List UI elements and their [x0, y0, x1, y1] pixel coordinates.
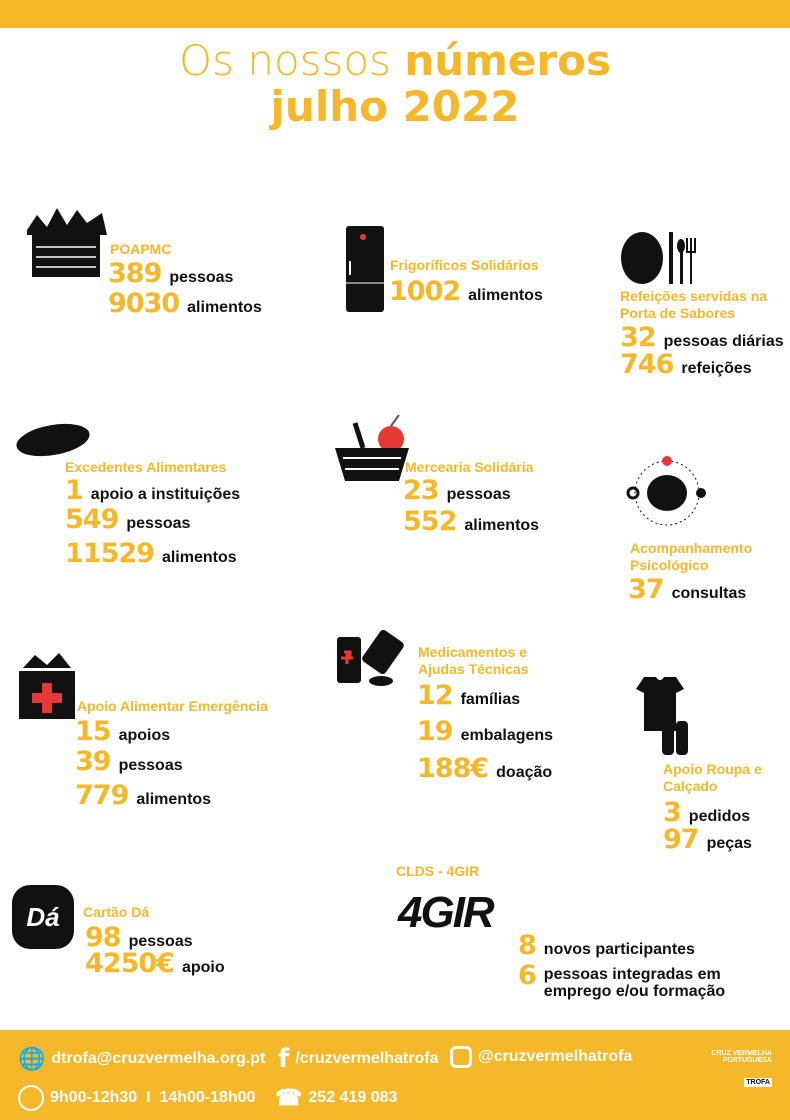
email-link[interactable]: dtrofa@cruzvermelha.org.pt: [51, 1050, 266, 1067]
stat: 19 embalagens: [417, 716, 554, 747]
plate-cutlery-icon: [621, 232, 696, 284]
stat: 746 refeições: [620, 349, 752, 380]
block-title: Excedentes Alimentares: [65, 459, 227, 475]
block-title: Mercearia Solidária: [405, 459, 534, 475]
stat: 4250€ apoio: [85, 948, 225, 979]
stat: 1 apoio a instituições: [65, 475, 241, 506]
globe-icon: 🌐: [18, 1046, 46, 1071]
clock-icon: [18, 1085, 44, 1111]
block-title: Acompanhamento Psicológico: [630, 540, 753, 573]
stat: 188€ doação: [417, 753, 553, 784]
cruz-vermelha-logo: CRUZ VERMELHA PORTUGUESA TROFA: [711, 1050, 772, 1087]
page-subtitle: julho 2022: [270, 82, 520, 131]
basket-apple-icon: [335, 414, 409, 481]
block-title: Frigoríficos Solidários: [390, 257, 539, 273]
block-title: Apoio Roupa e Calçado: [663, 761, 762, 794]
stat: 779 alimentos: [75, 780, 212, 811]
phone-number[interactable]: 252 419 083: [308, 1089, 398, 1106]
phone-icon: ☎: [275, 1085, 303, 1110]
agir-logo: 4GIR: [398, 888, 495, 937]
footer: 🌐 dtrofa@cruzvermelha.org.pt f/cruzvermel…: [0, 1030, 790, 1120]
stat: 8 novos participantes: [518, 930, 695, 961]
block-title: Refeições servidas na Porta de Sabores: [620, 288, 768, 321]
medicine-icon: [337, 629, 404, 686]
block-title: Apoio Alimentar Emergência: [77, 698, 268, 714]
gift-card-icon: Dá: [12, 885, 74, 949]
clothes-icon: [636, 677, 688, 755]
stat: 23 pessoas: [403, 475, 511, 506]
stat: 549 pessoas: [65, 504, 191, 535]
stat: 6 pessoas integradas em emprego e/ou form…: [518, 960, 726, 1000]
fridge-icon: [346, 226, 384, 312]
stat: 12 famílias: [417, 680, 521, 711]
brain-icon: [626, 456, 706, 526]
stat: 389 pessoas: [108, 258, 234, 289]
stat: 15 apoios: [75, 716, 171, 747]
stat: 37 consultas: [628, 574, 747, 605]
emergency-bag-icon: [19, 653, 75, 719]
facebook-icon: f: [278, 1044, 290, 1074]
block-title: Cartão Dá: [83, 904, 150, 920]
stat: 39 pessoas: [75, 746, 183, 777]
opening-hours: 9h00-12h30 I 14h00-18h00: [50, 1089, 256, 1106]
stat: 552 alimentos: [403, 506, 540, 537]
stat: 9030 alimentos: [108, 288, 262, 319]
stat: 32 pessoas diárias: [620, 322, 784, 353]
stat: 98 pessoas: [85, 922, 193, 953]
page-title: Os nossos números: [179, 36, 611, 85]
stat: 11529 alimentos: [65, 538, 237, 569]
food-basket-icon: [27, 208, 107, 277]
block-title: CLDS - 4GIR: [396, 863, 480, 879]
stat: 1002 alimentos: [389, 276, 543, 307]
block-title: Medicamentos e Ajudas Técnicas: [418, 644, 529, 677]
bread-icon: [16, 423, 90, 457]
instagram-link[interactable]: @cruzvermelhatrofa: [478, 1048, 633, 1065]
stat: 3 pedidos: [663, 797, 751, 828]
instagram-icon: [450, 1046, 472, 1068]
stat: 97 peças: [663, 824, 752, 855]
top-bar: [0, 0, 790, 28]
facebook-link[interactable]: /cruzvermelhatrofa: [295, 1050, 439, 1067]
block-title: POAPMC: [110, 241, 172, 257]
